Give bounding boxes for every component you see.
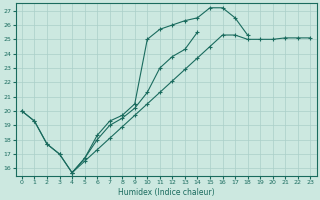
X-axis label: Humidex (Indice chaleur): Humidex (Indice chaleur): [118, 188, 214, 197]
